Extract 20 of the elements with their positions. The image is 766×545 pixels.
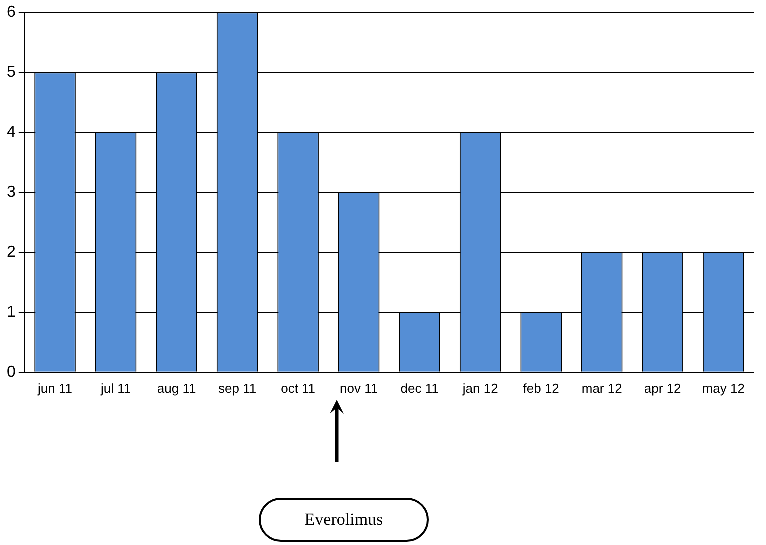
y-tick-label: 0 — [6, 364, 16, 381]
x-tick-label: may 12 — [702, 380, 745, 396]
y-tick-label: 3 — [6, 184, 16, 201]
x-tick-label: feb 12 — [523, 380, 560, 396]
x-tick-label: nov 11 — [340, 380, 378, 396]
x-tick-label: dec 11 — [400, 380, 439, 396]
x-tick-label: jun 11 — [37, 380, 73, 396]
x-tick-label: apr 12 — [644, 380, 682, 396]
y-tick-label: 5 — [6, 64, 16, 81]
text: Everolimus — [259, 498, 429, 542]
y-tick-label: 6 — [6, 4, 16, 22]
x-tick-label: aug 11 — [157, 380, 196, 396]
x-tick-label: oct 11 — [281, 380, 316, 396]
y-tick-label: 4 — [6, 124, 16, 141]
x-tick-label: jul 11 — [100, 380, 132, 396]
x-tick-label: jan 12 — [462, 380, 498, 396]
x-tick-label: sep 11 — [218, 380, 257, 396]
y-tick-label: 1 — [6, 304, 16, 321]
x-tick-label: mar 12 — [582, 380, 622, 396]
y-tick-label: 2 — [6, 244, 16, 261]
